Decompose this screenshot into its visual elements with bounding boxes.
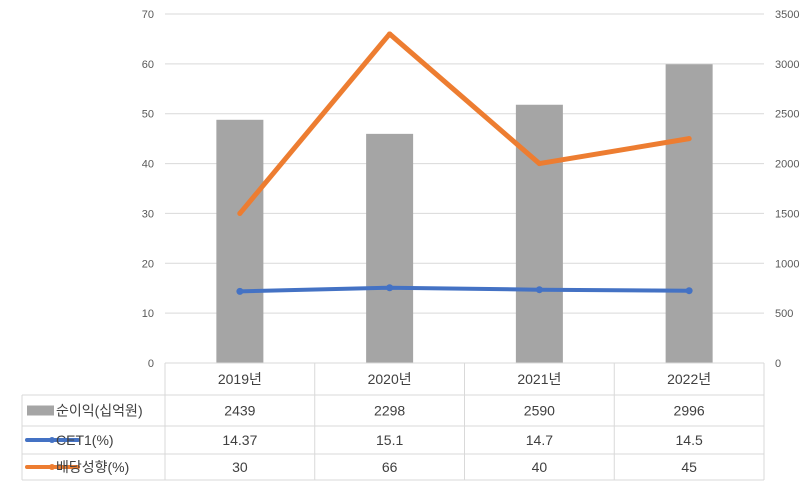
payout-ratio-point [536, 161, 542, 167]
data-label: 66 [382, 459, 398, 475]
left-tick-label: 20 [142, 258, 154, 270]
row-label: 배당성향(%) [56, 459, 129, 475]
left-tick-label: 0 [148, 358, 154, 370]
left-y-axis: 0 10 20 30 40 50 60 70 [142, 9, 154, 370]
category-label: 2022년 [667, 371, 711, 387]
data-label: 45 [681, 459, 697, 475]
cet1-line [237, 285, 692, 294]
data-label: 2298 [374, 403, 405, 419]
right-tick-label: 2000 [775, 159, 799, 171]
payout-ratio-point [387, 31, 393, 37]
left-tick-label: 70 [142, 9, 154, 21]
right-tick-label: 500 [775, 308, 793, 320]
data-label: 14.37 [222, 432, 257, 448]
net-income-bar [366, 133, 414, 363]
right-tick-label: 2500 [775, 109, 799, 121]
category-label: 2019년 [218, 371, 262, 387]
cet1-point [535, 286, 543, 294]
cet1-point [386, 284, 394, 292]
left-tick-label: 30 [142, 208, 154, 220]
data-label: 14.5 [676, 432, 703, 448]
left-tick-label: 50 [142, 109, 154, 121]
right-tick-label: 3500 [775, 9, 799, 21]
category-label: 2020년 [368, 371, 412, 387]
legend-key-bar [27, 405, 54, 416]
legend-key-point [49, 437, 55, 443]
row-label: 순이익(십억원) [56, 403, 143, 419]
payout-ratio-line [237, 31, 692, 216]
net-income-bar [216, 119, 264, 363]
payout-ratio-point [686, 136, 692, 142]
category-label: 2021년 [517, 371, 561, 387]
right-tick-label: 1000 [775, 258, 799, 270]
data-label: 2996 [674, 403, 705, 419]
right-y-axis: 0 500 1000 1500 2000 2500 3000 3500 [775, 9, 799, 370]
data-label: 2439 [224, 403, 255, 419]
left-tick-label: 10 [142, 308, 154, 320]
payout-ratio-point [237, 210, 243, 216]
data-label: 2590 [524, 403, 555, 419]
left-tick-label: 60 [142, 59, 154, 71]
data-label: 40 [532, 459, 548, 475]
data-label: 30 [232, 459, 248, 475]
net-income-bar [665, 64, 713, 364]
net-income-bar [515, 104, 563, 364]
gridlines [165, 13, 764, 314]
net-income-bars [216, 64, 713, 364]
right-tick-label: 0 [775, 358, 781, 370]
right-tick-label: 3000 [775, 59, 799, 71]
legend-key-point [49, 464, 55, 470]
data-label: 14.7 [526, 432, 553, 448]
left-tick-label: 40 [142, 159, 154, 171]
data-label: 15.1 [376, 432, 403, 448]
cet1-point [236, 287, 244, 295]
right-tick-label: 1500 [775, 208, 799, 220]
cet1-point [685, 287, 693, 295]
line-series [236, 31, 693, 295]
row-label: CET1(%) [56, 432, 114, 448]
